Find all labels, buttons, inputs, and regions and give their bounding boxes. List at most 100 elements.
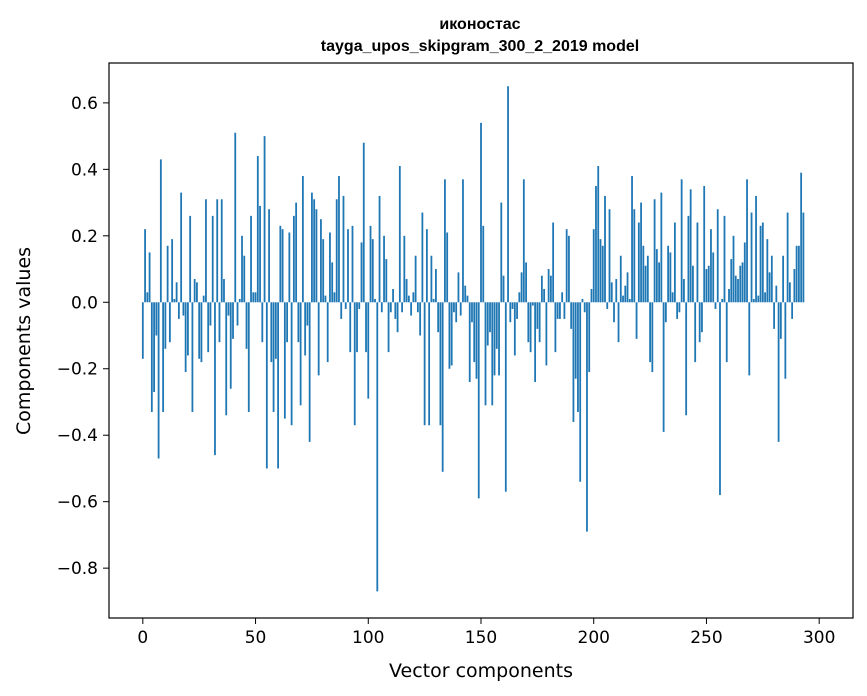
chart-title: иконостас bbox=[439, 16, 520, 33]
y-tick-label: 0.0 bbox=[71, 293, 98, 313]
bar bbox=[378, 195, 381, 303]
bar bbox=[412, 292, 415, 303]
bar bbox=[277, 302, 279, 469]
bar bbox=[187, 302, 189, 356]
bar bbox=[362, 142, 365, 303]
bar bbox=[211, 215, 214, 303]
bar bbox=[502, 275, 505, 303]
bar bbox=[425, 229, 428, 303]
bar bbox=[626, 272, 629, 303]
bar bbox=[238, 298, 241, 303]
bar bbox=[788, 282, 791, 303]
bar bbox=[653, 199, 656, 303]
bar bbox=[768, 272, 771, 303]
bar bbox=[236, 302, 239, 326]
bar bbox=[685, 302, 688, 416]
bar bbox=[732, 235, 735, 303]
bar bbox=[191, 302, 194, 412]
bar bbox=[428, 302, 431, 426]
bar bbox=[471, 302, 473, 323]
bar bbox=[182, 302, 185, 316]
bar bbox=[516, 302, 518, 319]
bar bbox=[786, 212, 789, 303]
bar bbox=[703, 185, 706, 303]
x-tick-label: 100 bbox=[352, 628, 384, 648]
bar bbox=[435, 269, 437, 303]
bar bbox=[642, 245, 645, 303]
bar bbox=[608, 209, 611, 303]
bar bbox=[646, 255, 649, 303]
bar bbox=[676, 302, 679, 319]
bar bbox=[628, 298, 631, 303]
bar bbox=[295, 202, 298, 303]
bar bbox=[540, 275, 543, 303]
bar bbox=[423, 302, 426, 426]
bar bbox=[522, 179, 525, 303]
bar bbox=[486, 302, 489, 346]
bar bbox=[631, 175, 633, 303]
bar bbox=[662, 302, 665, 432]
bar bbox=[410, 302, 413, 316]
bar bbox=[710, 229, 712, 303]
bar bbox=[755, 195, 757, 303]
bar bbox=[660, 192, 663, 303]
bar bbox=[205, 199, 207, 303]
bar bbox=[398, 166, 401, 303]
bar bbox=[265, 302, 268, 469]
bar bbox=[477, 302, 480, 499]
bar bbox=[193, 279, 196, 303]
bar bbox=[743, 242, 746, 303]
bar bbox=[597, 166, 600, 303]
bar bbox=[640, 202, 642, 303]
bar bbox=[392, 288, 394, 303]
bar bbox=[687, 215, 690, 303]
bar bbox=[586, 302, 588, 532]
bar bbox=[301, 175, 304, 303]
bar bbox=[342, 195, 345, 303]
bar bbox=[306, 302, 309, 326]
bar bbox=[721, 298, 724, 303]
bar bbox=[617, 302, 620, 343]
bar bbox=[606, 302, 609, 309]
bars-group bbox=[141, 86, 805, 592]
bar bbox=[407, 295, 410, 303]
bar bbox=[579, 302, 582, 482]
bar bbox=[202, 295, 205, 303]
bar bbox=[802, 212, 805, 303]
bar bbox=[725, 302, 728, 363]
bar bbox=[331, 262, 334, 303]
bar bbox=[773, 302, 775, 329]
bar bbox=[750, 212, 753, 303]
bar bbox=[358, 302, 361, 309]
x-axis: 0 50 100 150 200 250 300 bbox=[137, 618, 835, 648]
bar bbox=[394, 302, 397, 319]
bar bbox=[592, 229, 595, 303]
bar bbox=[581, 298, 584, 303]
bar bbox=[184, 302, 187, 373]
bar bbox=[164, 302, 167, 349]
bar bbox=[549, 275, 552, 303]
bar bbox=[297, 302, 300, 343]
bar bbox=[525, 262, 527, 303]
bar bbox=[274, 302, 277, 359]
bar bbox=[376, 302, 379, 592]
bar bbox=[797, 245, 800, 303]
bar bbox=[624, 285, 627, 303]
x-tick-label: 200 bbox=[578, 628, 610, 648]
bar bbox=[304, 302, 307, 356]
bar bbox=[313, 199, 316, 303]
bar bbox=[317, 302, 320, 376]
bar bbox=[200, 302, 203, 363]
bar bbox=[349, 302, 352, 353]
bar bbox=[739, 265, 742, 303]
bar bbox=[405, 279, 408, 303]
bar bbox=[507, 86, 509, 303]
bar bbox=[220, 199, 223, 303]
y-tick-label: −0.6 bbox=[57, 493, 98, 513]
bar bbox=[698, 302, 701, 343]
bar bbox=[324, 295, 327, 303]
bar bbox=[254, 292, 257, 303]
bar bbox=[150, 302, 153, 412]
bar bbox=[777, 302, 780, 442]
bar bbox=[658, 262, 661, 303]
